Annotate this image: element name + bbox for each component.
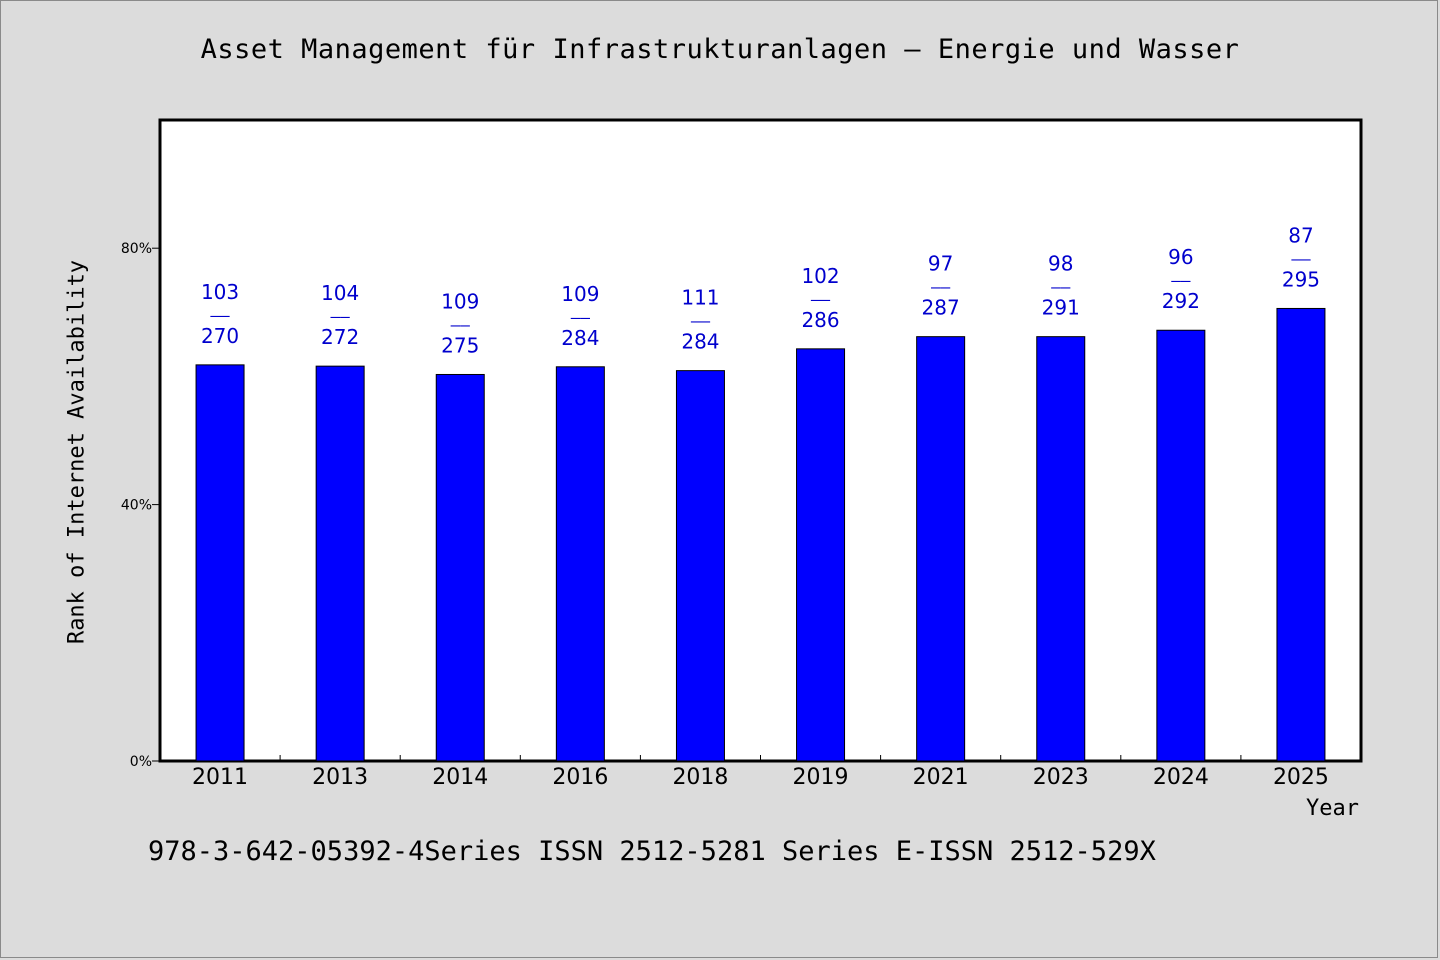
x-tick-label: 2019 bbox=[793, 765, 849, 790]
x-tick-label: 2021 bbox=[913, 765, 969, 790]
y-tick-label: 80% bbox=[121, 241, 152, 257]
bar bbox=[1036, 336, 1086, 762]
bar bbox=[555, 366, 605, 762]
x-tick-label: 2025 bbox=[1273, 765, 1329, 790]
data-label-top: 103 bbox=[201, 280, 239, 304]
x-tick-label: 2011 bbox=[192, 765, 248, 790]
data-label-top: 109 bbox=[441, 289, 479, 313]
data-label-separator: —— bbox=[811, 290, 831, 309]
bar bbox=[796, 348, 846, 762]
footer-text: 978-3-642-05392-4Series ISSN 2512-5281 S… bbox=[148, 836, 1156, 867]
data-label-top: 102 bbox=[801, 264, 839, 288]
bar bbox=[1276, 307, 1326, 762]
y-tick-label: 40% bbox=[121, 498, 152, 514]
y-tick-label: 0% bbox=[130, 754, 152, 770]
x-tick-label: 2024 bbox=[1153, 765, 1209, 790]
bars-layer bbox=[195, 307, 1326, 762]
data-label-bottom: 287 bbox=[922, 296, 960, 320]
bar bbox=[435, 373, 485, 762]
data-label-top: 111 bbox=[681, 286, 719, 310]
data-label-top: 104 bbox=[321, 281, 359, 305]
data-label-separator: —— bbox=[451, 315, 471, 334]
bar bbox=[675, 370, 725, 762]
data-label-top: 98 bbox=[1048, 252, 1073, 276]
data-label-separator: —— bbox=[331, 307, 351, 326]
bar bbox=[195, 364, 245, 762]
data-label-separator: —— bbox=[1171, 271, 1191, 290]
data-label-top: 96 bbox=[1168, 245, 1193, 269]
x-tick-label: 2018 bbox=[672, 765, 728, 790]
data-labels-layer: 103——270104——272109——275109——284111——284… bbox=[201, 223, 1320, 357]
data-label-separator: —— bbox=[931, 278, 951, 297]
x-tick-label: 2023 bbox=[1033, 765, 1089, 790]
data-label-bottom: 284 bbox=[561, 326, 599, 350]
data-label-separator: —— bbox=[1051, 278, 1071, 297]
x-tick-label: 2016 bbox=[552, 765, 608, 790]
bar bbox=[1156, 329, 1206, 762]
data-label-bottom: 295 bbox=[1282, 267, 1320, 291]
data-label-top: 97 bbox=[928, 252, 953, 276]
bar bbox=[916, 336, 966, 762]
x-axis-title: Year bbox=[1306, 796, 1359, 821]
bar bbox=[315, 365, 365, 762]
data-label-bottom: 270 bbox=[201, 324, 239, 348]
ticks-layer: 0% 40% 80% 2011 2013 2014 2016 2018 2019 2021 2023… bbox=[121, 241, 1329, 790]
data-label-bottom: 292 bbox=[1162, 289, 1200, 313]
chart-title: Asset Management für Infrastrukturanlage… bbox=[200, 34, 1240, 65]
data-label-top: 87 bbox=[1288, 223, 1313, 247]
x-tick-label: 2014 bbox=[432, 765, 488, 790]
data-label-bottom: 284 bbox=[681, 330, 719, 354]
data-label-separator: —— bbox=[691, 312, 711, 331]
data-label-bottom: 272 bbox=[321, 325, 359, 349]
data-label-bottom: 286 bbox=[801, 308, 839, 332]
data-label-bottom: 291 bbox=[1042, 296, 1080, 320]
data-label-top: 109 bbox=[561, 282, 599, 306]
data-label-separator: —— bbox=[1291, 249, 1311, 268]
data-label-separator: —— bbox=[571, 308, 591, 327]
data-label-separator: —— bbox=[210, 306, 230, 325]
data-label-bottom: 275 bbox=[441, 333, 479, 357]
x-tick-label: 2013 bbox=[312, 765, 368, 790]
